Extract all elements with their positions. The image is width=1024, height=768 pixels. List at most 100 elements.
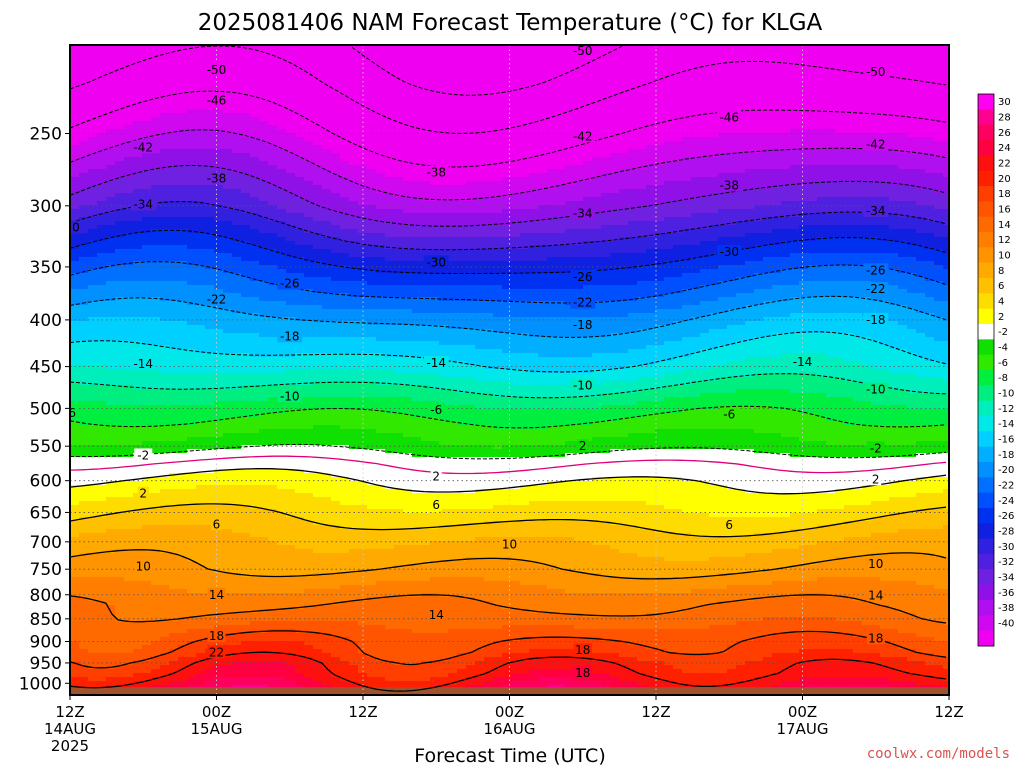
heat-cell <box>304 509 314 514</box>
heat-cell <box>322 625 332 630</box>
heat-cell <box>331 341 341 346</box>
heat-cell <box>223 513 233 518</box>
heat-cell <box>79 365 89 370</box>
heat-cell <box>115 645 125 650</box>
heat-cell <box>322 629 332 634</box>
heat-cell <box>169 237 179 242</box>
heat-cell <box>268 533 278 538</box>
heat-cell <box>124 329 134 334</box>
heat-cell <box>277 457 287 462</box>
heat-cell <box>133 577 143 582</box>
heat-cell <box>106 45 116 50</box>
heat-cell <box>205 409 215 414</box>
heat-cell <box>70 365 80 370</box>
heat-cell <box>340 85 350 90</box>
heat-cell <box>151 561 161 566</box>
heat-cell <box>250 581 260 586</box>
heat-cell <box>268 169 278 174</box>
heat-cell <box>142 669 152 674</box>
heat-cell <box>124 581 134 586</box>
heat-cell <box>241 45 251 50</box>
heat-cell <box>205 669 215 674</box>
heat-cell <box>223 133 233 138</box>
heat-cell <box>304 445 314 450</box>
heat-cell <box>79 405 89 410</box>
heat-cell <box>178 53 188 58</box>
heat-cell <box>223 389 233 394</box>
heat-cell <box>268 625 278 630</box>
heat-cell <box>205 137 215 142</box>
heat-cell <box>79 341 89 346</box>
heat-cell <box>196 485 206 490</box>
heat-cell <box>250 89 260 94</box>
heat-cell <box>232 53 242 58</box>
heat-cell <box>169 513 179 518</box>
heat-cell <box>196 205 206 210</box>
heat-cell <box>340 297 350 302</box>
heat-cell <box>187 457 197 462</box>
heat-cell <box>241 633 251 638</box>
heat-cell <box>169 73 179 78</box>
heat-cell <box>232 649 242 654</box>
heat-cell <box>151 613 161 618</box>
heat-cell <box>151 225 161 230</box>
heat-cell <box>268 89 278 94</box>
heat-cell <box>115 45 125 50</box>
heat-cell <box>70 345 80 350</box>
heat-cell <box>196 381 206 386</box>
heat-cell <box>214 329 224 334</box>
heat-cell <box>232 545 242 550</box>
heat-cell <box>304 613 314 618</box>
heat-cell <box>169 517 179 522</box>
heat-cell <box>232 49 242 54</box>
heat-cell <box>223 365 233 370</box>
heat-cell <box>151 629 161 634</box>
heat-cell <box>97 161 107 166</box>
heat-cell <box>160 149 170 154</box>
heat-cell <box>160 341 170 346</box>
heat-cell <box>295 229 305 234</box>
heat-cell <box>187 505 197 510</box>
heat-cell <box>142 529 152 534</box>
heat-cell <box>322 157 332 162</box>
heat-cell <box>142 517 152 522</box>
heat-cell <box>70 289 80 294</box>
heat-cell <box>232 269 242 274</box>
heat-cell <box>115 281 125 286</box>
heat-cell <box>259 621 269 626</box>
heat-cell <box>340 453 350 458</box>
heat-cell <box>115 177 125 182</box>
heat-cell <box>142 309 152 314</box>
heat-cell <box>124 465 134 470</box>
heat-cell <box>178 205 188 210</box>
heat-cell <box>142 641 152 646</box>
heat-cell <box>304 609 314 614</box>
heat-cell <box>169 201 179 206</box>
heat-cell <box>223 273 233 278</box>
heat-cell <box>232 645 242 650</box>
heat-cell <box>142 137 152 142</box>
heat-cell <box>169 105 179 110</box>
heat-cell <box>79 501 89 506</box>
heat-cell <box>88 421 98 426</box>
heat-cell <box>268 197 278 202</box>
heat-cell <box>232 141 242 146</box>
heat-cell <box>133 517 143 522</box>
heat-cell <box>331 465 341 470</box>
heat-cell <box>250 613 260 618</box>
heat-cell <box>79 349 89 354</box>
heat-cell <box>214 353 224 358</box>
heat-cell <box>322 101 332 106</box>
heat-cell <box>250 209 260 214</box>
heat-cell <box>340 201 350 206</box>
heat-cell <box>88 225 98 230</box>
heat-cell <box>205 145 215 150</box>
heat-cell <box>169 489 179 494</box>
heat-cell <box>169 385 179 390</box>
heat-cell <box>160 157 170 162</box>
heat-cell <box>196 645 206 650</box>
heat-cell <box>277 305 287 310</box>
heat-cell <box>304 485 314 490</box>
heat-cell <box>142 353 152 358</box>
heat-cell <box>97 273 107 278</box>
